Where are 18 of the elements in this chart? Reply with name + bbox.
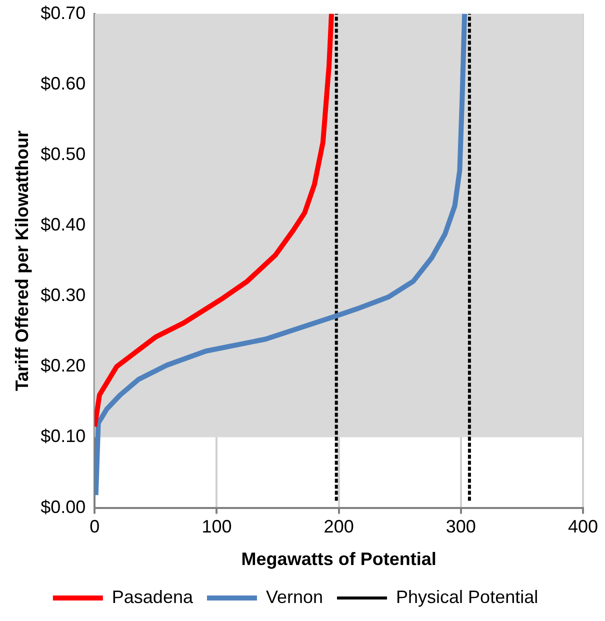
legend-label: Pasadena [112,586,194,607]
y-tick-label: $0.40 [40,214,86,234]
x-axis-title: Megawatts of Potential [241,549,436,570]
x-tick-label: 0 [90,516,100,537]
y-tick-label: $0.60 [40,73,86,94]
legend-label: Physical Potential [396,586,538,607]
y-axis-title: Tariff Offered per Kilowatthour [12,130,32,392]
y-tick-label: $0.00 [40,496,86,517]
y-tick-label: $0.20 [40,356,86,376]
x-tick-label: 100 [202,516,232,537]
x-tick-label: 400 [568,516,598,537]
y-tick-label: $0.30 [40,285,86,306]
x-tick-label: 200 [324,516,354,537]
y-tick-label: $0.50 [40,144,86,164]
y-tick-label: $0.10 [40,426,86,446]
legend-label: Vernon [266,586,324,607]
y-tick-label: $0.70 [40,2,86,23]
x-tick-label: 300 [446,516,476,537]
